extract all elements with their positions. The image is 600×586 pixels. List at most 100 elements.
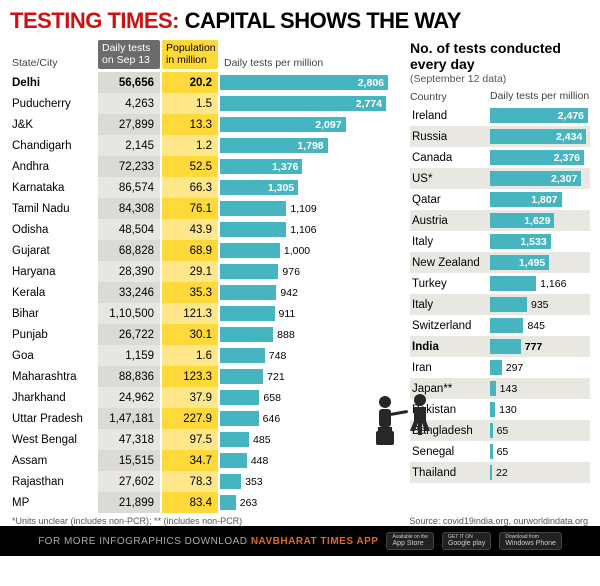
table-row: Andhra72,23352.51,376 <box>10 156 400 177</box>
cell-country: Qatar <box>410 194 490 206</box>
bar-label: 1,305 <box>268 182 294 194</box>
bar <box>490 423 493 438</box>
cell-pop: 35.3 <box>162 282 218 303</box>
bar-label: 143 <box>500 383 518 395</box>
cell-bar: 130 <box>490 402 590 417</box>
cell-state: Gujarat <box>10 245 98 257</box>
bar: 2,097 <box>220 117 346 132</box>
cell-tests: 27,899 <box>98 114 160 135</box>
cell-bar: 646 <box>220 408 390 429</box>
right-table: No. of tests conducted every day (Septem… <box>410 40 590 513</box>
table-row: Delhi56,65620.22,806 <box>10 72 400 93</box>
cell-bar: 845 <box>490 318 590 333</box>
bar <box>490 465 492 480</box>
cell-tests: 72,233 <box>98 156 160 177</box>
cell-country: India <box>410 341 490 353</box>
cell-pop: 43.9 <box>162 219 218 240</box>
table-row: Goa1,1591.6748 <box>10 345 400 366</box>
cell-bar: 263 <box>220 492 390 513</box>
right-title: No. of tests conducted every day <box>410 40 590 72</box>
bar-label: 2,307 <box>551 173 577 185</box>
cell-bar: 65 <box>490 444 590 459</box>
cell-tests: 26,722 <box>98 324 160 345</box>
bar <box>220 264 278 279</box>
bar-label: 976 <box>282 266 300 278</box>
col-header-dpm-right: Daily tests per million <box>490 91 590 103</box>
googleplay-badge[interactable]: GET IT ONGoogle play <box>442 532 491 550</box>
cell-pop: 227.9 <box>162 408 218 429</box>
footer-brand: NAVBHARAT TIMES APP <box>251 536 379 547</box>
bar-label: 935 <box>531 299 549 311</box>
table-row: Thailand22 <box>410 462 590 483</box>
cell-state: Haryana <box>10 266 98 278</box>
cell-bar: 1,533 <box>490 234 590 249</box>
bar-label: 748 <box>269 350 287 362</box>
table-row: Maharashtra88,836123.3721 <box>10 366 400 387</box>
bar: 1,807 <box>490 192 562 207</box>
cell-pop: 37.9 <box>162 387 218 408</box>
cell-tests: 86,574 <box>98 177 160 198</box>
table-row: MP21,89983.4263 <box>10 492 400 513</box>
col-header-dpm: Daily tests per million <box>220 58 390 70</box>
cell-tests: 24,962 <box>98 387 160 408</box>
appstore-badge[interactable]: Available on theApp Store <box>386 532 434 550</box>
cell-bar: 1,166 <box>490 276 590 291</box>
cell-tests: 88,836 <box>98 366 160 387</box>
table-row: Uttar Pradesh1,47,181227.9646 <box>10 408 400 429</box>
cell-pop: 29.1 <box>162 261 218 282</box>
cell-tests: 4,263 <box>98 93 160 114</box>
cell-state: Chandigarh <box>10 140 98 152</box>
bar <box>490 444 493 459</box>
cell-tests: 1,159 <box>98 345 160 366</box>
cell-bar: 2,434 <box>490 129 590 144</box>
cell-pop: 30.1 <box>162 324 218 345</box>
footer-bar: FOR MORE INFOGRAPHICS DOWNLOAD NAVBHARAT… <box>0 526 600 556</box>
table-row: US*2,307 <box>410 168 590 189</box>
cell-bar: 2,476 <box>490 108 590 123</box>
cell-bar: 65 <box>490 423 590 438</box>
cell-state: MP <box>10 497 98 509</box>
cell-country: New Zealand <box>410 257 490 269</box>
bar <box>490 339 521 354</box>
cell-bar: 297 <box>490 360 590 375</box>
left-table-body: Delhi56,65620.22,806Puducherry4,2631.52,… <box>10 72 400 513</box>
bar: 2,307 <box>490 171 581 186</box>
cell-bar: 1,305 <box>220 177 390 198</box>
bar <box>220 369 263 384</box>
bar: 1,629 <box>490 213 554 228</box>
cell-country: Italy <box>410 236 490 248</box>
cell-state: Uttar Pradesh <box>10 413 98 425</box>
cell-pop: 123.3 <box>162 366 218 387</box>
bar <box>220 327 273 342</box>
table-row: Switzerland845 <box>410 315 590 336</box>
table-row: Bihar1,10,500121.3911 <box>10 303 400 324</box>
bar <box>220 390 259 405</box>
right-subtitle: (September 12 data) <box>410 73 590 85</box>
cell-state: Jharkhand <box>10 392 98 404</box>
table-row: West Bengal47,31897.5485 <box>10 429 400 450</box>
windows-badge[interactable]: Download fromWindows Phone <box>499 532 562 550</box>
bar <box>220 495 236 510</box>
table-row: Turkey1,166 <box>410 273 590 294</box>
col-header-country: Country <box>410 91 490 103</box>
bar <box>490 276 536 291</box>
bar-label: 1,166 <box>540 278 566 290</box>
bar-label: 911 <box>279 308 296 320</box>
col-header-state: State/City <box>10 57 98 69</box>
table-row: Punjab26,72230.1888 <box>10 324 400 345</box>
cell-bar: 777 <box>490 339 590 354</box>
cell-pop: 76.1 <box>162 198 218 219</box>
table-row: New Zealand1,495 <box>410 252 590 273</box>
cell-country: Russia <box>410 131 490 143</box>
bar-label: 2,434 <box>556 131 582 143</box>
cell-state: Kerala <box>10 287 98 299</box>
cell-state: Punjab <box>10 329 98 341</box>
bar-label: 297 <box>506 362 524 374</box>
cell-tests: 56,656 <box>98 72 160 93</box>
cell-state: Andhra <box>10 161 98 173</box>
bar-label: 777 <box>525 341 543 353</box>
cell-bar: 143 <box>490 381 590 396</box>
bar-label: 263 <box>240 497 258 509</box>
table-row: Haryana28,39029.1976 <box>10 261 400 282</box>
cell-pop: 1.5 <box>162 93 218 114</box>
